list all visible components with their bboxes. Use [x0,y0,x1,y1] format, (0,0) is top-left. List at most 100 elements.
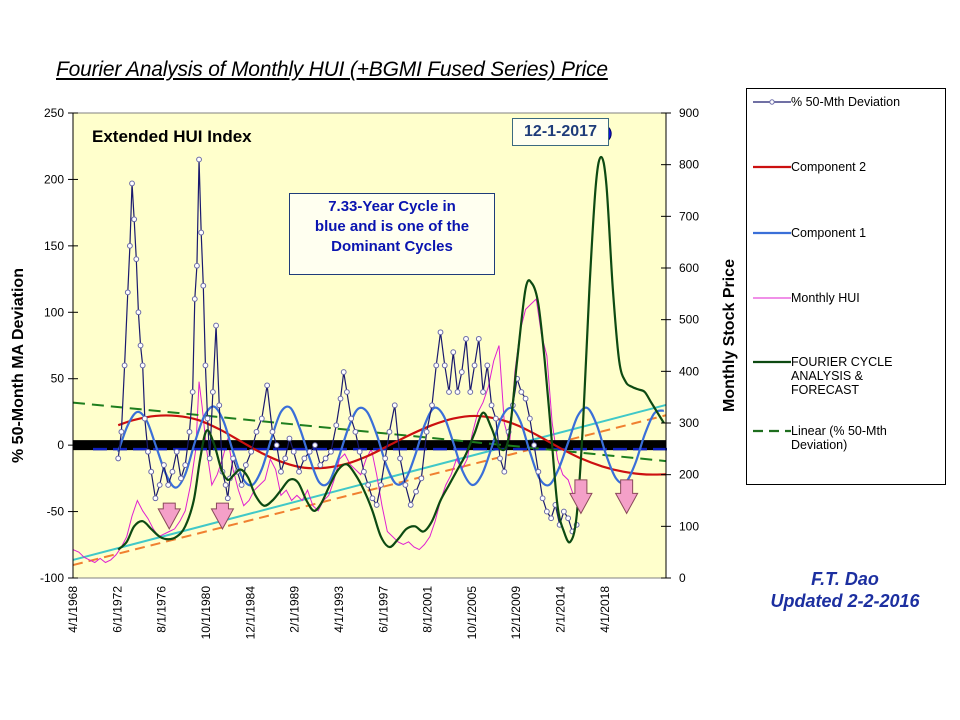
y2-tick-label: 500 [679,313,699,327]
legend-item-monthly-hui: Monthly HUI [747,291,860,305]
deviation-point [186,428,193,435]
credit-author: F.T. Dao [811,569,879,589]
deviation-point [194,262,200,269]
deviation-point [204,415,211,422]
cycle-note-line: 7.33-Year Cycle in [328,198,456,215]
deviation-point [433,362,440,369]
y2-tick-label: 900 [679,106,699,120]
x-tick-label: 6/1/1972 [110,586,124,633]
x-tick-label: 10/1/1980 [199,586,213,640]
deviation-point [282,455,289,462]
down-arrow-marker [157,502,182,530]
deviation-point [118,428,125,435]
deviation-point [423,428,430,435]
series-layer [72,124,672,567]
down-arrow-marker [210,502,235,530]
cycle-note-line: Dominant Cycles [331,238,453,255]
deviation-point [543,508,550,515]
x-tick-label: 2/1/1989 [288,586,302,633]
deviation-point [264,382,271,389]
deviation-point [213,322,219,329]
down-arrow-marker [569,479,593,515]
credit-updated: Updated 2-2-2016 [770,591,920,611]
deviation-point [121,362,128,369]
legend-swatch-monthly-hui [753,291,791,303]
deviation-point [165,482,172,488]
zero-line [73,440,666,451]
deviation-point [173,448,180,455]
deviation-point [429,402,435,409]
deviation-point [258,415,265,422]
legend-label: Component 2 [791,160,867,174]
x-tick-label: 8/1/2001 [421,586,435,633]
deviation-point [531,442,538,449]
y-tick-label: 50 [51,372,65,386]
deviation-point [391,402,398,409]
deviation-point [501,468,508,475]
deviation-point [137,342,144,349]
y-tick-label: -50 [47,505,65,519]
deviation-point [333,422,340,429]
legend-swatch-component-1 [753,226,791,238]
deviation-point [565,515,572,522]
deviation-point [361,468,367,475]
deviation-point [286,435,293,442]
legend-label: FOURIER CYCLE ANALYSIS & FORECAST [791,355,893,397]
deviation-point [273,442,280,449]
deviation-point [129,180,135,187]
deviation-point [340,369,347,375]
y-tick-label: 0 [57,438,64,452]
legend-item-component-1: Component 1 [747,226,866,240]
deviation-point [312,442,318,449]
deviation-point [441,362,448,369]
deviation-point [253,428,260,435]
deviation-point [248,448,255,455]
legend-label: Monthly HUI [791,291,860,305]
down-arrow-marker [614,479,639,515]
legend-label: % 50-Mth Deviation [791,95,901,109]
deviation-point [397,455,403,462]
deviation-point [127,242,133,249]
deviation-point [224,495,231,502]
x-tick-label: 6/1/1997 [376,586,390,633]
y-tick-label: 100 [44,305,64,319]
deviation-point [230,455,236,462]
y2-tick-label: 400 [679,364,699,378]
deviation-point [156,482,163,488]
deviation-point [526,415,533,422]
y-tick-label: 150 [44,239,64,253]
deviation-point [348,415,355,422]
cycle-note: 7.33-Year Cycle in blue and is one of th… [289,193,495,275]
deviation-point [467,389,474,395]
legend-label: Linear (% 50-Mth Deviation) [791,424,887,452]
deviation-point [352,428,359,435]
deviation-point [413,488,419,495]
deviation-point [141,415,148,422]
deviation-point [369,495,376,502]
y2-tick-label: 800 [679,158,699,172]
y2-axis-label: Monthly Stock Price [721,259,738,412]
deviation-point [169,468,176,475]
x-tick-label: 4/1/1968 [66,586,80,633]
y2-tick-label: 600 [679,261,699,275]
deviation-point [365,482,372,488]
deviation-point [148,468,155,475]
deviation-point [200,282,207,289]
series-component-1 [117,405,665,489]
y2-tick-label: 0 [679,571,686,585]
deviation-point [209,389,216,395]
legend-swatch-fourier [753,355,791,367]
deviation-point [182,462,189,468]
deviation-point [539,495,546,502]
deviation-point [301,455,308,462]
deviation-point [115,455,122,462]
deviation-point [446,389,452,395]
deviation-point [242,462,249,468]
deviation-point [198,229,205,236]
deviation-point [337,395,344,402]
deviation-point [216,402,223,409]
deviation-point [278,468,284,475]
deviation-point [475,335,482,342]
series-component-2 [117,414,667,476]
deviation-point [373,502,380,508]
